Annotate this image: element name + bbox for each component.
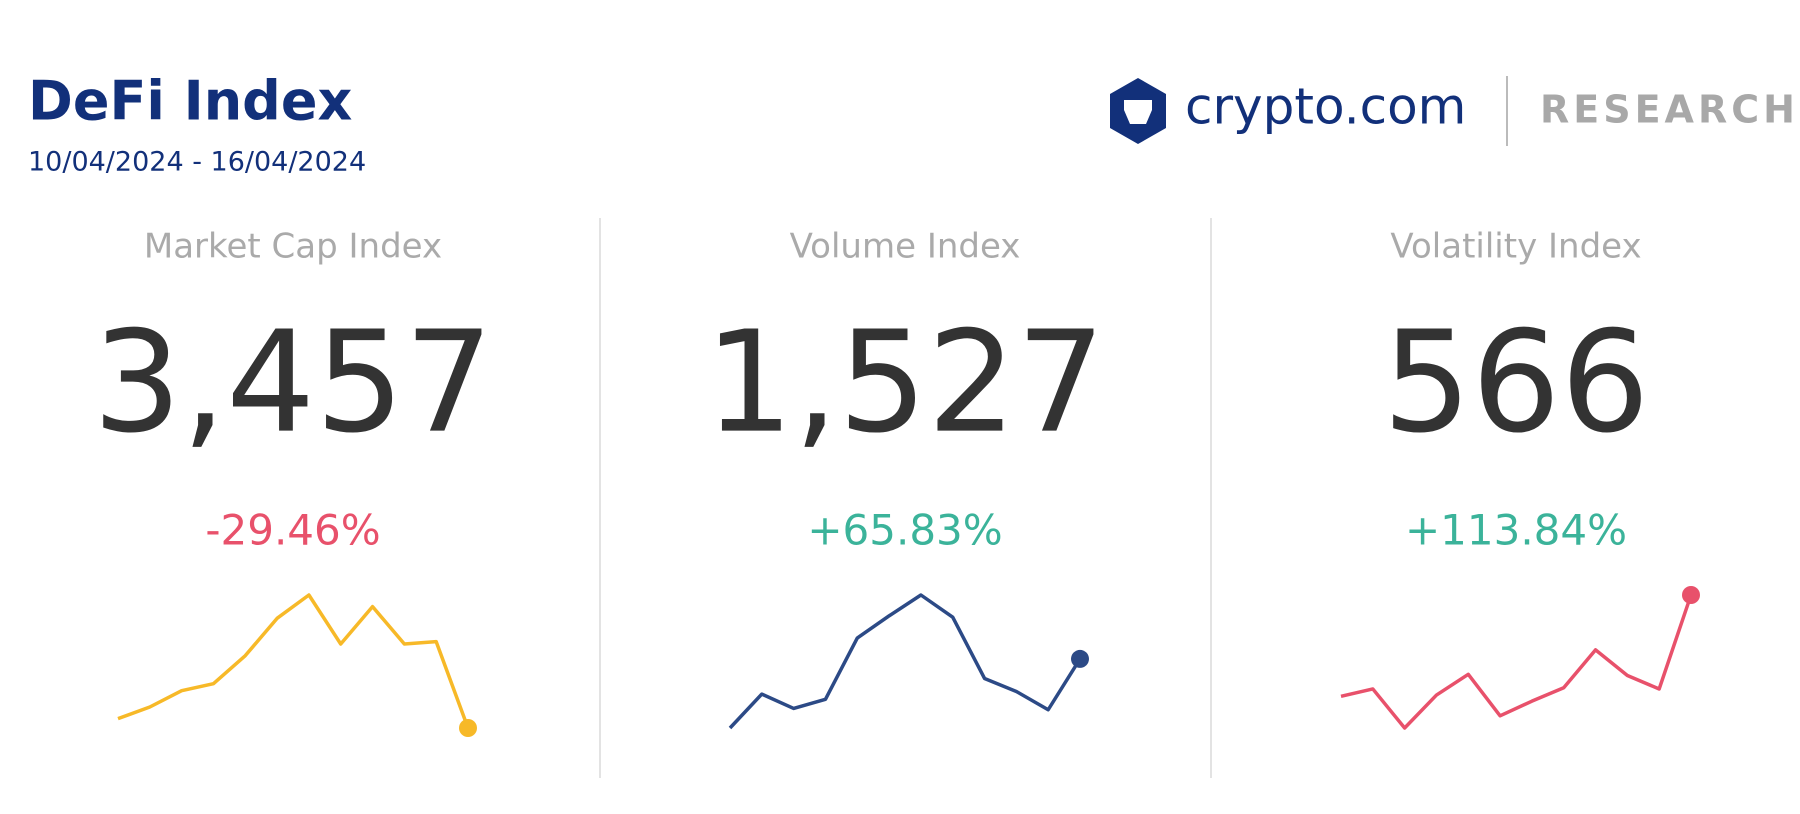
index-value: 1,527 xyxy=(705,302,1106,465)
page-title: DeFi Index xyxy=(28,70,352,133)
logo-icon-mark xyxy=(1124,100,1152,124)
index-value: 3,457 xyxy=(93,302,494,465)
last-point xyxy=(1071,649,1089,668)
logo-brand: crypto.com xyxy=(1185,78,1466,136)
sparkline xyxy=(1340,594,1693,730)
last-point xyxy=(1682,586,1700,604)
index-value: 566 xyxy=(1382,302,1649,465)
logo-section: RESEARCH xyxy=(1540,88,1799,132)
index-change: +113.84% xyxy=(1405,506,1627,555)
sparkline xyxy=(728,593,1082,730)
logo: crypto.com RESEARCH xyxy=(1110,76,1799,146)
last-point xyxy=(459,719,477,737)
panel-title: Volume Index xyxy=(790,227,1021,267)
sparkline xyxy=(117,593,470,729)
index-change: +65.83% xyxy=(807,506,1002,555)
panel-title: Market Cap Index xyxy=(144,227,442,267)
panel-title: Volatility Index xyxy=(1390,227,1641,267)
date-range: 10/04/2024 - 16/04/2024 xyxy=(28,147,366,178)
index-change: -29.46% xyxy=(205,506,380,555)
